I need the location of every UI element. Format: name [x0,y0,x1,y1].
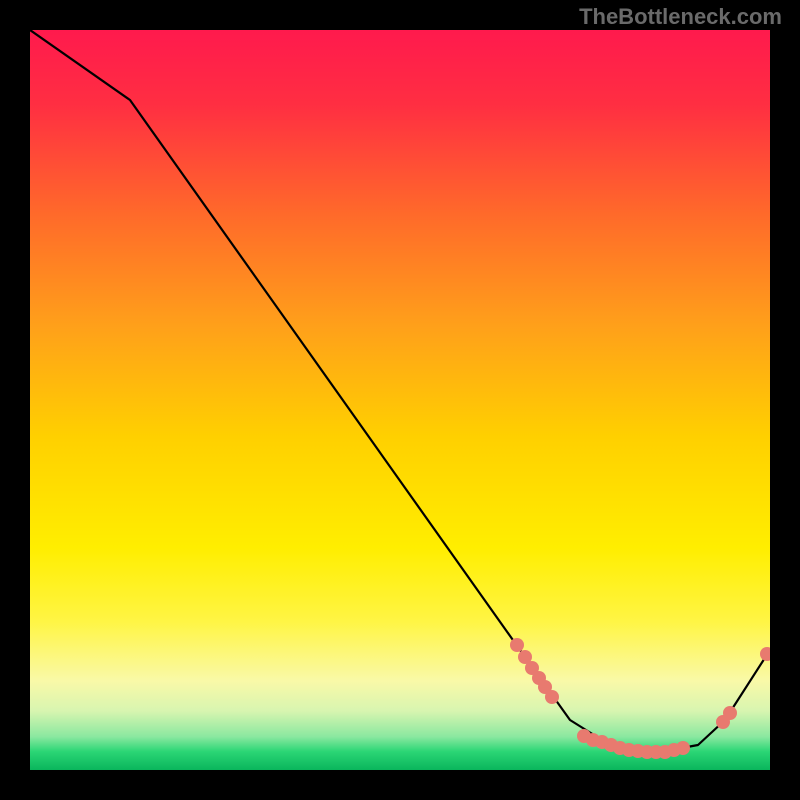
data-marker [676,741,690,755]
watermark-text: TheBottleneck.com [579,4,782,30]
chart-svg [30,30,770,770]
data-marker [723,706,737,720]
data-marker [545,690,559,704]
data-marker [510,638,524,652]
chart-container [30,30,770,770]
chart-background [30,30,770,770]
